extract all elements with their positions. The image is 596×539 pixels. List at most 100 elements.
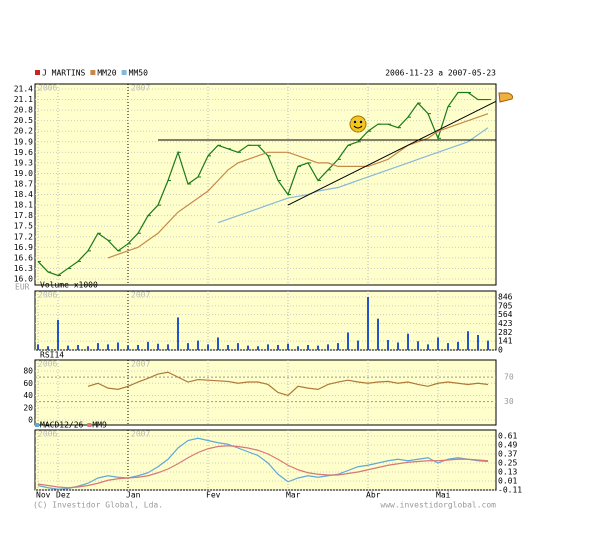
volume-bar [197, 340, 199, 350]
volume-bar [327, 344, 329, 350]
y-tick-label: 19.0 [14, 169, 33, 178]
volume-bar [487, 340, 489, 350]
y-tick-label: 17.2 [14, 232, 33, 241]
y-tick-label: 564 [498, 310, 513, 319]
volume-bar [387, 339, 389, 350]
series-line [37, 437, 489, 490]
legend-swatch [35, 423, 39, 427]
legend-label: MACD12/26 [40, 421, 84, 430]
y-tick-label: 0 [498, 346, 503, 355]
unit-label: EUR [15, 283, 30, 292]
year-label: 2006 [38, 430, 57, 439]
reference-label: 30 [504, 397, 514, 406]
volume-bar [467, 331, 469, 350]
year-label: 2007 [131, 360, 150, 369]
volume-bar [137, 344, 139, 350]
year-label: 2006 [38, 84, 57, 93]
price-line [37, 91, 488, 277]
volume-bar [457, 341, 459, 350]
volume-title: Volume x1000 [40, 281, 98, 290]
year-label: 2006 [38, 360, 57, 369]
y-tick-label: 0.25 [498, 459, 517, 468]
y-tick-label: 40 [23, 391, 33, 400]
date-range: 2006-11-23 a 2007-05-23 [385, 69, 496, 78]
y-tick-label: 16.9 [14, 243, 33, 252]
volume-bar [237, 343, 239, 350]
y-tick-label: 18.4 [14, 190, 33, 199]
volume-bar [337, 343, 339, 350]
y-tick-label: 80 [23, 367, 33, 376]
y-tick-label: 19.6 [14, 148, 33, 157]
legend-swatch [35, 70, 40, 75]
volume-bar [297, 346, 299, 350]
x-tick-label: Jan [126, 491, 141, 500]
y-tick-label: 0.37 [498, 450, 517, 459]
hand-icon [498, 92, 513, 103]
volume-bar [307, 344, 309, 350]
volume-bar [97, 343, 99, 350]
x-tick-label: Abr [366, 491, 381, 500]
legend-swatch [87, 423, 92, 427]
y-tick-label: 17.8 [14, 211, 33, 220]
trend-line [287, 100, 497, 206]
volume-bar [187, 343, 189, 350]
series-line [87, 371, 489, 397]
volume-bar [217, 337, 219, 350]
y-tick-label: 16.3 [14, 264, 33, 273]
y-tick-label: 0.01 [498, 477, 517, 486]
volume-bar [157, 343, 159, 350]
volume-bar [477, 334, 479, 350]
copyright: (C) Investidor Global, Lda. [33, 501, 163, 510]
rsi-title: RSI14 [40, 351, 64, 360]
volume-bar [437, 337, 439, 350]
volume-bar [417, 341, 419, 350]
volume-bar [147, 341, 149, 350]
volume-bar [47, 346, 49, 350]
x-tick-label: Mai [436, 491, 451, 500]
y-tick-label: 20.5 [14, 116, 33, 125]
y-tick-label: 0.13 [498, 468, 517, 477]
year-label: 2006 [38, 291, 57, 300]
volume-bar [397, 342, 399, 350]
rsi-panel [34, 359, 497, 426]
volume-bar [117, 342, 119, 350]
legend-label: MM20 [97, 69, 116, 78]
y-tick-label: 21.4 [14, 85, 33, 94]
smiley-icon [349, 115, 367, 133]
legend-label: J MARTINS [42, 69, 86, 78]
volume-bar [207, 344, 209, 350]
x-tick-label: Nov [36, 491, 51, 500]
volume-bar [77, 344, 79, 350]
y-tick-label: 0.61 [498, 432, 517, 441]
y-tick-label: 60 [23, 379, 33, 388]
y-tick-label: 19.3 [14, 158, 33, 167]
volume-bar [317, 345, 319, 350]
legend-label: MM9 [92, 421, 107, 430]
series-line [37, 445, 489, 489]
y-tick-label: 282 [498, 328, 513, 337]
volume-bar [57, 319, 59, 350]
year-label: 2007 [131, 84, 150, 93]
volume-bar [87, 346, 89, 350]
y-tick-label: 20.2 [14, 127, 33, 136]
volume-bar [37, 344, 39, 350]
y-tick-label: 423 [498, 319, 513, 328]
series-line [217, 127, 489, 224]
volume-bar [357, 340, 359, 350]
legend-swatch [121, 70, 127, 75]
y-tick-label: 21.1 [14, 95, 33, 104]
x-tick-label: Fev [206, 491, 221, 500]
volume-bar [67, 345, 69, 350]
volume-bar [177, 317, 179, 350]
volume-bar [247, 345, 249, 350]
volume-bar [407, 333, 409, 350]
volume-bar [277, 344, 279, 350]
volume-bar [447, 343, 449, 350]
volume-bar [167, 344, 169, 350]
volume-bar [227, 344, 229, 350]
y-tick-label: 17.5 [14, 222, 33, 231]
y-tick-label: 0.49 [498, 441, 517, 450]
y-tick-label: 20.8 [14, 106, 33, 115]
reference-label: 70 [504, 373, 514, 382]
